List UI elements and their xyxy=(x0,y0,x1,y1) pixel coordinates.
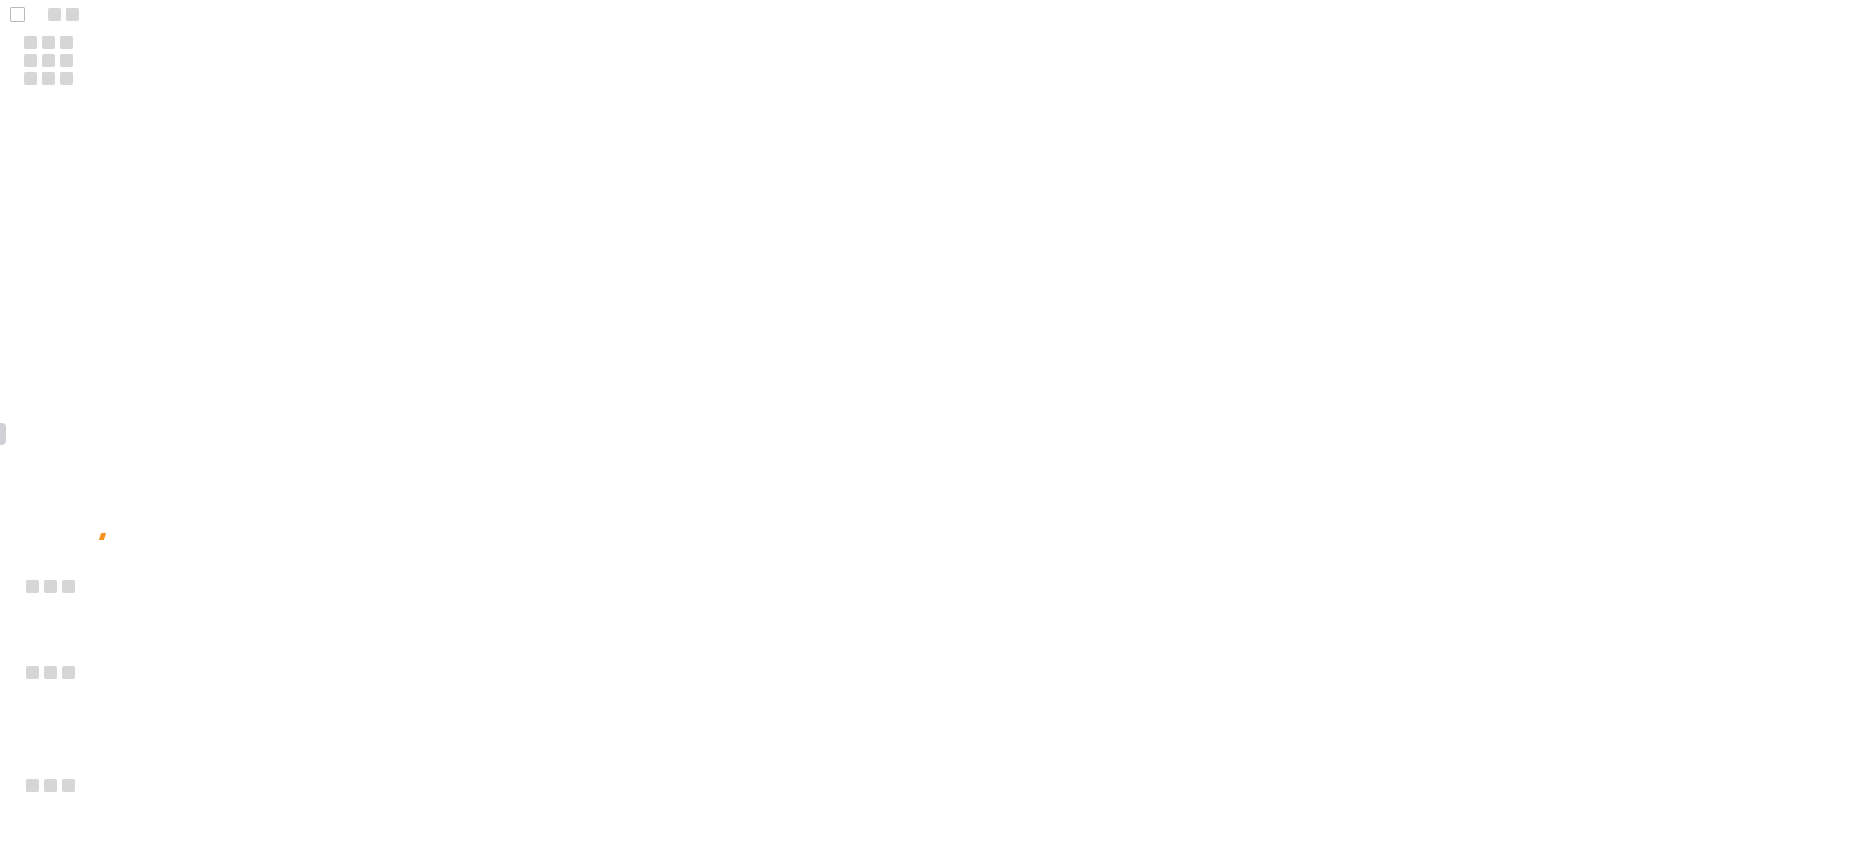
visibility-icon[interactable] xyxy=(26,666,39,679)
close-icon[interactable] xyxy=(62,666,75,679)
gear-icon[interactable] xyxy=(66,8,79,21)
gear-icon[interactable] xyxy=(44,666,57,679)
close-value xyxy=(148,7,151,22)
gear-icon[interactable] xyxy=(44,779,57,792)
open-value xyxy=(94,7,97,22)
rsi-panel-header xyxy=(12,779,84,792)
visibility-icon[interactable] xyxy=(26,580,39,593)
gear-icon[interactable] xyxy=(42,72,55,85)
low-value xyxy=(130,7,133,22)
legend-row-ema90 xyxy=(10,54,82,67)
close-icon[interactable] xyxy=(62,779,75,792)
legend-row-ema200 xyxy=(10,36,82,49)
high-value xyxy=(112,7,115,22)
macd-panel-header xyxy=(12,666,102,679)
visibility-icon[interactable] xyxy=(48,8,61,21)
drawing-toolbar-handle[interactable] xyxy=(0,423,6,445)
visibility-icon[interactable] xyxy=(24,36,37,49)
collapse-legend-icon[interactable] xyxy=(10,7,25,22)
gear-icon[interactable] xyxy=(42,54,55,67)
close-icon[interactable] xyxy=(62,580,75,593)
legend-row-ema50 xyxy=(10,72,82,85)
visibility-icon[interactable] xyxy=(26,779,39,792)
visibility-icon[interactable] xyxy=(24,54,37,67)
chart-header xyxy=(10,7,151,22)
close-icon[interactable] xyxy=(60,72,73,85)
volume-panel-header xyxy=(12,580,93,593)
gear-icon[interactable] xyxy=(44,580,57,593)
close-icon[interactable] xyxy=(60,36,73,49)
market-status xyxy=(1797,8,1801,22)
visibility-icon[interactable] xyxy=(24,72,37,85)
close-icon[interactable] xyxy=(60,54,73,67)
gear-icon[interactable] xyxy=(42,36,55,49)
